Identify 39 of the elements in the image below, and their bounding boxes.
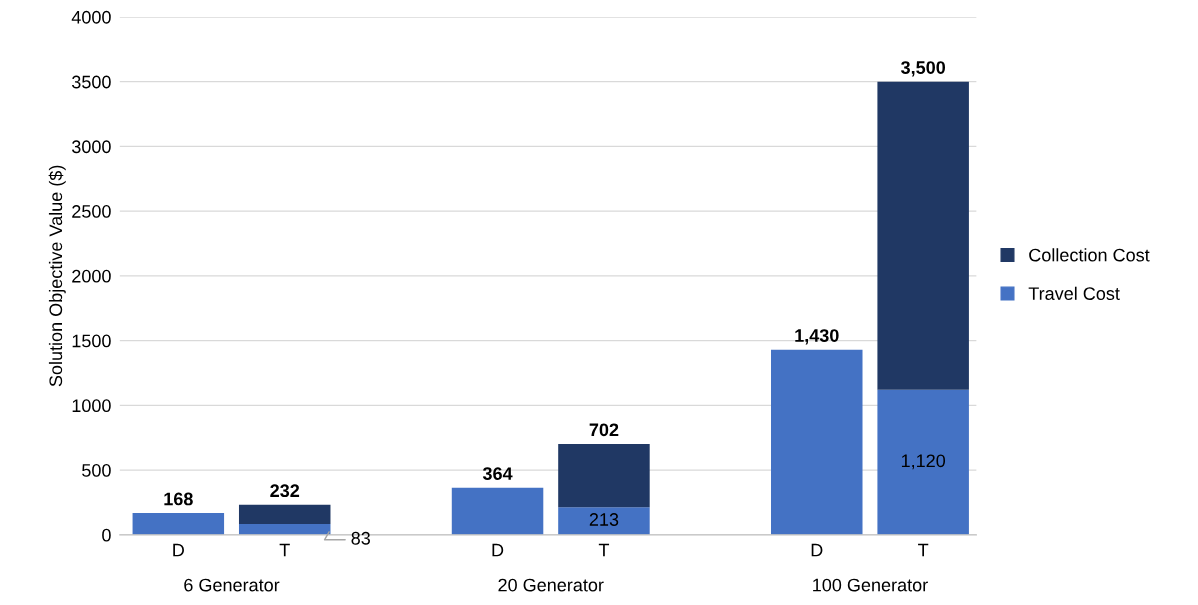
data-label: 1,120 xyxy=(901,454,946,470)
x-tick-label: D xyxy=(173,543,184,557)
text: 6 Generator xyxy=(184,578,280,592)
bar xyxy=(238,504,331,525)
y-tick-label: 2000 xyxy=(72,269,111,283)
y-tick-label: 3500 xyxy=(71,75,111,89)
y-tick-label: 1000 xyxy=(72,399,111,413)
legend-label: Collection Cost xyxy=(1029,248,1150,262)
y-tick-label: 3000 xyxy=(71,140,111,154)
x-tick-label: D xyxy=(492,543,504,557)
x-tick-label: T xyxy=(598,543,610,557)
x-tick-label: D xyxy=(811,543,823,557)
data-label: 83 xyxy=(351,531,370,545)
bar xyxy=(132,513,225,535)
total-label: 3,500 xyxy=(900,61,946,77)
y-tick-label: 1500 xyxy=(72,334,111,348)
x-tick-label: T xyxy=(279,543,290,557)
bar xyxy=(558,443,650,508)
legend-label: Travel Cost xyxy=(1028,286,1120,300)
y-tick-label: 2500 xyxy=(72,205,111,218)
bar xyxy=(877,81,969,390)
bar xyxy=(877,389,969,535)
x-tick-label: T xyxy=(918,543,929,557)
text: 100 Generator xyxy=(813,578,928,592)
total-label: 364 xyxy=(482,467,513,481)
total-label: 1,430 xyxy=(795,329,839,345)
data-label: 213 xyxy=(589,513,619,526)
total-label: 232 xyxy=(270,484,300,498)
bar xyxy=(558,507,650,535)
text: 20 Generator xyxy=(498,578,604,592)
total-label: 702 xyxy=(589,423,619,437)
total-label: 168 xyxy=(164,492,193,506)
y-tick-label: 4000 xyxy=(71,10,111,24)
y-tick-label: 0 xyxy=(102,528,111,542)
bar xyxy=(451,487,544,535)
bar xyxy=(238,524,331,535)
y-tick-label: 500 xyxy=(82,464,111,477)
bar xyxy=(771,349,863,535)
y-axis-title: Solution Objective Value ($) xyxy=(48,165,66,387)
